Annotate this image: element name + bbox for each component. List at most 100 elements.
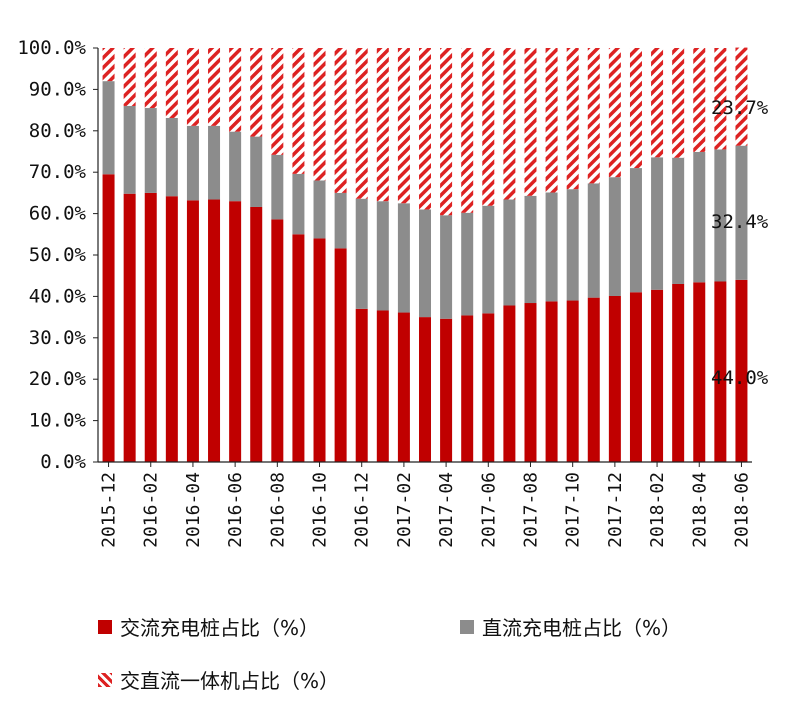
bar-ac-segment xyxy=(545,301,558,462)
bar-ac-segment xyxy=(334,248,347,462)
bar-integrated-segment xyxy=(292,48,305,174)
bar-integrated-segment xyxy=(693,48,706,152)
bar-ac-segment xyxy=(440,318,453,462)
bar-integrated-segment xyxy=(123,48,136,106)
legend-label-ac: 交流充电桩占比（%） xyxy=(120,616,320,640)
bar-ac-segment xyxy=(144,192,157,462)
bar-integrated-segment xyxy=(503,48,516,200)
y-tick-label: 30.0% xyxy=(29,327,87,349)
y-tick-label: 0.0% xyxy=(40,451,86,473)
x-tick-label: 2016-06 xyxy=(225,472,246,548)
bar-ac-segment xyxy=(587,297,600,462)
bar-ac-segment xyxy=(629,292,642,462)
bar-ac-segment xyxy=(503,305,516,462)
bar-dc-segment xyxy=(250,136,263,207)
bar-ac-segment xyxy=(355,308,368,462)
bar-integrated-segment xyxy=(419,48,431,210)
bar-dc-segment xyxy=(334,192,347,249)
bar-dc-segment xyxy=(714,149,727,282)
bar-integrated-segment xyxy=(144,48,157,109)
bar-dc-segment xyxy=(672,157,685,284)
bar-integrated-segment xyxy=(186,48,199,126)
bar-ac-segment xyxy=(651,289,664,462)
bar-dc-segment xyxy=(629,168,642,293)
y-tick-label: 40.0% xyxy=(29,285,87,307)
bar-dc-segment xyxy=(524,195,537,304)
bar-dc-segment xyxy=(587,183,600,298)
x-axis-ticks: 2015-12 2016-02 2016-04 2016-06 2016-08 2016-… xyxy=(99,462,752,548)
bar-integrated-segment xyxy=(208,48,221,126)
bar-dc-segment xyxy=(292,173,305,235)
x-tick-label: 2017-10 xyxy=(563,472,584,548)
bar-integrated-segment xyxy=(651,48,664,158)
bar-integrated-segment xyxy=(672,48,685,158)
bar-dc-segment xyxy=(651,157,664,290)
legend-item-integrated: 交直流一体机占比（%） xyxy=(98,665,339,694)
bar-integrated-segment xyxy=(102,48,115,82)
bar-integrated-segment xyxy=(271,48,284,155)
bar-integrated-segment xyxy=(334,48,347,193)
bar-integrated-segment xyxy=(250,48,263,137)
x-tick-label: 2018-06 xyxy=(731,472,752,548)
bar-ac-segment xyxy=(693,282,706,462)
annotation-integrated: 23.7% xyxy=(711,97,769,119)
x-tick-label: 2017-12 xyxy=(605,472,626,548)
y-tick-label: 10.0% xyxy=(29,410,87,432)
bar-ac-segment xyxy=(186,200,199,463)
bar-ac-segment xyxy=(271,219,284,462)
bar-dc-segment xyxy=(313,180,326,239)
bar-dc-segment xyxy=(123,105,136,194)
bar-dc-segment xyxy=(419,209,431,318)
x-tick-label: 2017-04 xyxy=(436,472,457,548)
bar-integrated-segment xyxy=(376,48,389,202)
bar-integrated-segment xyxy=(566,48,579,190)
y-tick-label: 70.0% xyxy=(29,161,87,183)
legend-swatch-integrated xyxy=(98,672,112,687)
y-tick-label: 90.0% xyxy=(29,78,87,100)
bar-integrated-segment xyxy=(229,48,242,132)
bar-ac-segment xyxy=(165,196,178,462)
bar-integrated-segment xyxy=(313,48,326,181)
bar-ac-segment xyxy=(102,174,115,462)
bar-ac-segment xyxy=(376,310,389,462)
bar-integrated-segment xyxy=(355,48,368,199)
bar-ac-segment xyxy=(397,312,410,462)
bar-dc-segment xyxy=(461,212,474,316)
bar-dc-segment xyxy=(271,154,284,220)
bar-ac-segment xyxy=(250,206,263,462)
legend-item-ac: 交流充电桩占比（%） xyxy=(98,612,319,641)
bar-integrated-segment xyxy=(397,48,410,204)
bar-dc-segment xyxy=(608,177,621,296)
bar-dc-segment xyxy=(397,203,410,313)
x-tick-label: 2016-12 xyxy=(352,472,373,548)
y-tick-label: 60.0% xyxy=(29,203,87,225)
x-tick-label: 2016-02 xyxy=(141,472,162,548)
legend-label-dc: 直流充电桩占比（%） xyxy=(482,616,682,640)
bar-ac-segment xyxy=(123,193,136,462)
y-tick-label: 80.0% xyxy=(29,120,87,142)
bar-dc-segment xyxy=(440,215,453,319)
bar-ac-segment xyxy=(461,315,474,462)
x-tick-label: 2017-08 xyxy=(520,472,541,548)
bar-ac-segment xyxy=(419,317,431,462)
y-axis-ticks: 100.0% 90.0% 80.0% 70.0% 60.0% 50.0% 40.0% 30.0… xyxy=(17,37,98,473)
bar-dc-segment xyxy=(503,199,516,306)
y-tick-label: 20.0% xyxy=(29,368,87,390)
bar-integrated-segment xyxy=(714,48,727,150)
bar-dc-segment xyxy=(735,145,748,280)
axes xyxy=(97,48,752,463)
legend-swatch-ac xyxy=(98,619,112,634)
legend-swatch-dc xyxy=(460,619,474,634)
bar-integrated-segment xyxy=(545,48,558,193)
bars-group xyxy=(102,47,748,463)
bar-dc-segment xyxy=(693,151,706,283)
bar-integrated-segment xyxy=(587,48,600,184)
bar-ac-segment xyxy=(229,201,242,462)
x-tick-label: 2018-04 xyxy=(689,472,710,548)
bar-ac-segment xyxy=(714,281,727,462)
bar-integrated-segment xyxy=(735,47,748,146)
annotation-dc: 32.4% xyxy=(711,211,769,233)
x-tick-label: 2016-04 xyxy=(183,472,204,548)
x-tick-label: 2017-02 xyxy=(394,472,415,548)
bar-integrated-segment xyxy=(461,48,474,213)
